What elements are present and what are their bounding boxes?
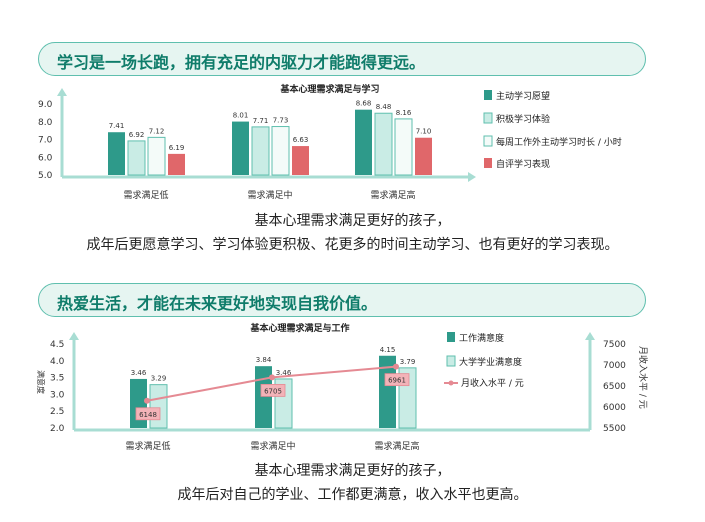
chart2-y-tick-label: 3.5 (50, 374, 64, 384)
chart1-y-tick-label: 9.0 (38, 100, 53, 110)
chart1-y-tick-label: 6.0 (38, 153, 53, 163)
chart1-bar (127, 140, 146, 176)
chart1-legend-swatch (484, 90, 492, 100)
banner-title-learning: 学习是一场长跑，拥有充足的内驱力才能跑得更远。 (57, 53, 426, 72)
chart2-legend-swatch (446, 355, 456, 367)
chart1-bar-value-label: 6.19 (169, 144, 185, 152)
chart1-y-tick-label: 8.0 (38, 118, 53, 128)
chart1-bar (232, 121, 249, 175)
chart1-bar-value-label: 8.16 (396, 109, 412, 117)
chart2-y2-tick-label: 6500 (603, 382, 626, 392)
chart2-bar (255, 366, 272, 428)
chart1-bar-value-label: 7.41 (109, 122, 125, 130)
chart1-bar-value-label: 6.63 (293, 136, 309, 144)
chart1-bar-value-label: 7.71 (253, 117, 269, 125)
chart2-income-value-label: 6961 (388, 377, 406, 385)
chart2-income-point (269, 374, 275, 381)
chart2-category-label: 需求满足高 (374, 440, 419, 452)
chart1-bar-value-label: 8.48 (376, 103, 392, 111)
chart2-bar (149, 384, 168, 429)
chart2-y2-tick-label: 7500 (603, 340, 626, 350)
chart2-income-value-label: 6705 (264, 387, 282, 395)
chart1-bar-value-label: 8.01 (233, 112, 249, 120)
chart2-bar-value-label: 3.46 (276, 369, 292, 377)
chart1-bar-value-label: 7.73 (273, 117, 289, 125)
chart2-title: 基本心理需求满足与工作 (249, 322, 349, 334)
chart2-legend-line-marker (448, 380, 454, 386)
chart1-legend-label: 自评学习表现 (496, 158, 550, 170)
chart2-category-label: 需求满足中 (250, 440, 295, 452)
chart2-income-point (144, 397, 150, 404)
chart2-y2-tick-label: 7000 (603, 361, 626, 371)
chart1-legend-swatch (484, 158, 492, 168)
chart1-bar (355, 109, 372, 175)
chart2-bar-value-label: 3.79 (400, 358, 416, 366)
chart2-legend-label: 大学学业满意度 (459, 356, 522, 368)
chart1-x-axis-arrow (468, 172, 476, 182)
chart2-y-tick-label: 3.0 (50, 390, 65, 400)
chart2-y2-axis-arrow (585, 332, 595, 340)
chart1-bar (147, 136, 166, 176)
chart1-bar (271, 126, 290, 176)
chart2-bar (130, 378, 147, 428)
chart2-y2-tick-label: 6000 (603, 403, 626, 413)
chart1-bar-value-label: 6.92 (129, 131, 145, 139)
chart1-legend-swatch (483, 112, 493, 124)
chart2-bar-value-label: 3.29 (151, 375, 167, 383)
chart2-y-axis-label: 满意度 (36, 370, 46, 394)
chart1-category-label: 需求满足高 (370, 189, 415, 201)
chart2-legend-label: 工作满意度 (459, 332, 504, 344)
section-banner-life: 热爱生活，才能在未来更好地实现自我价值。 (38, 283, 646, 317)
chart1-bar-value-label: 7.12 (149, 127, 165, 135)
chart2-income-label-box (384, 373, 410, 387)
chart1-bar (108, 132, 125, 175)
chart1-category-label: 需求满足中 (247, 189, 292, 201)
chart1-bar (168, 153, 185, 175)
chart2-bar-value-label: 4.15 (380, 346, 396, 354)
chart1-legend-swatch (483, 135, 493, 147)
caption1-line2: 成年后更愿意学习、学习体验更积极、花更多的时间主动学习、也有更好的学习表现。 (86, 237, 619, 253)
work-chart: 基本心理需求满足与工作 2.0 2.5 3.0 3.5 4.0 4.5 满意度 5500 6000… (36, 322, 649, 452)
chart2-legend-label: 月收入水平 / 元 (461, 377, 524, 389)
chart1-bar-value-label: 7.10 (416, 128, 432, 136)
chart2-income-value-label: 6148 (139, 411, 157, 419)
chart1-y-axis-arrow (57, 88, 67, 96)
chart2-income-label-box (135, 407, 161, 421)
chart1-bar (374, 112, 393, 176)
chart1-legend-label: 主动学习愿望 (496, 90, 550, 102)
chart2-y-tick-label: 4.0 (50, 357, 65, 367)
chart1-category-label: 需求满足低 (123, 189, 168, 201)
chart2-bar-value-label: 3.46 (131, 369, 147, 377)
chart2-category-label: 需求满足低 (125, 440, 170, 452)
chart2-y2-axis-label: 月收入水平 / 元 (637, 346, 649, 409)
chart1-legend-label: 积极学习体验 (496, 113, 550, 125)
chart2-income-point (393, 363, 399, 370)
chart1-y-tick-label: 7.0 (38, 136, 53, 146)
chart2-income-label-box (260, 383, 286, 397)
chart2-y2-tick-label: 5500 (603, 424, 626, 434)
chart1-bar (394, 118, 413, 176)
chart1-legend-label: 每周工作外主动学习时长 / 小时 (496, 136, 622, 148)
chart2-y-tick-label: 2.5 (50, 407, 64, 417)
chart2-y-tick-label: 4.5 (50, 340, 64, 350)
chart1-bar-value-label: 8.68 (356, 100, 372, 108)
chart1-bar (251, 126, 270, 176)
chart2-y-tick-label: 2.0 (50, 424, 65, 434)
chart1-title: 基本心理需求满足与学习 (279, 83, 379, 95)
chart1-y-tick-label: 5.0 (38, 171, 53, 181)
chart1-bar (292, 146, 309, 175)
learning-chart: 基本心理需求满足与学习 5.0 6.0 7.0 8.0 9.0 7.41 6.92 7.12 6.… (38, 83, 622, 201)
section-banner-learning: 学习是一场长跑，拥有充足的内驱力才能跑得更远。 (38, 42, 646, 76)
chart2-y-axis-arrow (69, 332, 79, 340)
chart2-bar-value-label: 3.84 (256, 356, 272, 364)
chart1-bar (415, 137, 432, 175)
caption2-line1: 基本心理需求满足更好的孩子， (254, 463, 451, 479)
banner-title-life: 热爱生活，才能在未来更好地实现自我价值。 (57, 294, 378, 313)
caption2-line2: 成年后对自己的学业、工作都更满意，收入水平也更高。 (177, 487, 528, 503)
chart2-legend-swatch (447, 332, 455, 342)
caption1-line1: 基本心理需求满足更好的孩子， (254, 213, 451, 229)
